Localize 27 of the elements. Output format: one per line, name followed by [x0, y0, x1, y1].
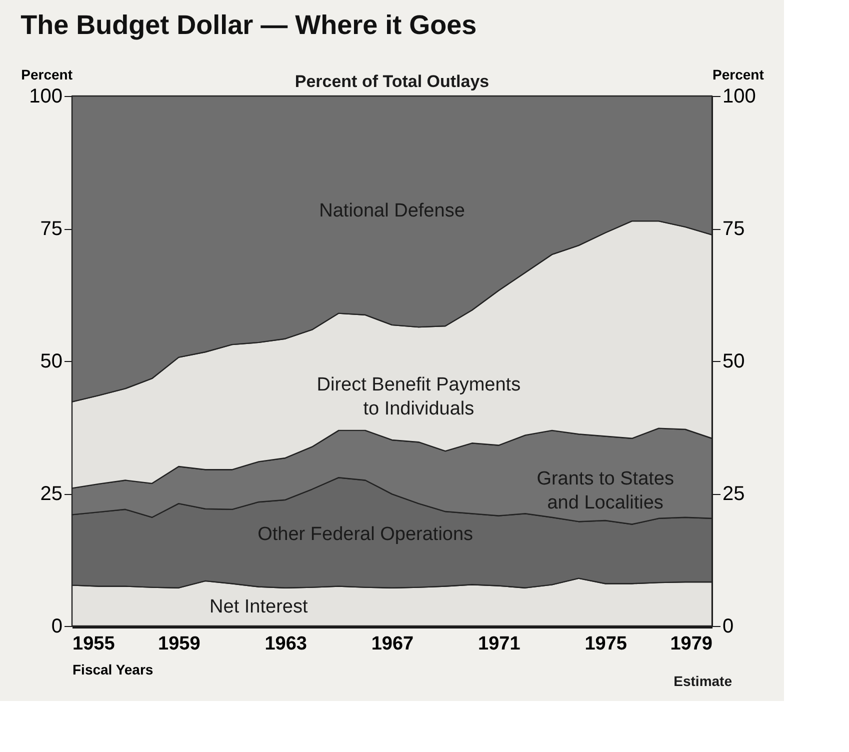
x-tick-label: 1967 — [371, 634, 414, 654]
y2-axis-title: Percent — [712, 66, 764, 82]
x-tick-label: 1955 — [72, 634, 116, 654]
x-tick-label: 1971 — [478, 634, 521, 654]
y2-tick-label: 100 — [722, 86, 756, 108]
x-axis-title: Fiscal Years — [72, 662, 154, 678]
series-label: National Defense — [319, 200, 465, 222]
series-label: Direct Benefit Payments to Individuals — [316, 374, 521, 420]
y-tick-label: 25 — [40, 483, 62, 505]
x-tick-label: 1963 — [264, 634, 307, 654]
x-tick-label: 1979 — [670, 634, 712, 654]
x-tick-label: 1975 — [584, 634, 628, 654]
y2-tick-label: 50 — [722, 350, 745, 372]
series-label: Grants to States and Localities — [536, 468, 674, 514]
y-tick-label: 75 — [40, 218, 62, 240]
y-tick-label: 50 — [40, 350, 62, 372]
chart-subtitle: Percent of Total Outlays — [294, 72, 490, 91]
text: Estimate — [674, 673, 732, 689]
y-tick-label: 100 — [29, 86, 62, 108]
chart-title: The Budget Dollar — Where it Goes — [20, 10, 477, 40]
y2-tick-label: 25 — [722, 483, 745, 505]
y2-tick-label: 0 — [722, 616, 734, 638]
y-axis-title: Percent — [21, 66, 73, 82]
y2-tick-label: 75 — [722, 218, 745, 240]
y-tick-label: 0 — [51, 616, 62, 638]
x-tick-label: 1959 — [158, 634, 200, 654]
series-label: Other Federal Operations — [258, 524, 474, 545]
